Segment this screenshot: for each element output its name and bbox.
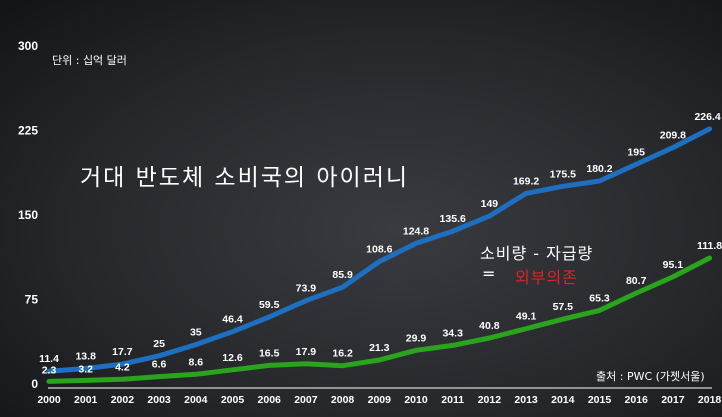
self-supply-data-label: 12.6 bbox=[222, 352, 243, 364]
x-tick-label: 2006 bbox=[258, 394, 282, 406]
x-tick-label: 2009 bbox=[368, 394, 392, 406]
y-axis-ticks: 0 75 150 225 300 bbox=[18, 39, 38, 391]
y-tick-label: 75 bbox=[25, 293, 39, 307]
y-tick-label: 150 bbox=[18, 208, 38, 222]
x-tick-label: 2010 bbox=[404, 394, 428, 406]
x-tick-label: 2000 bbox=[37, 394, 61, 406]
self-supply-data-label: 17.9 bbox=[296, 346, 317, 358]
x-tick-label: 2011 bbox=[441, 394, 464, 406]
consumption-data-label: 25 bbox=[153, 338, 165, 350]
consumption-data-label: 209.8 bbox=[660, 130, 686, 142]
self-supply-data-label: 65.3 bbox=[589, 292, 610, 304]
consumption-data-label: 180.2 bbox=[586, 163, 612, 175]
consumption-data-label: 124.8 bbox=[403, 225, 429, 237]
x-tick-label: 2007 bbox=[294, 394, 318, 406]
self-supply-data-label: 29.9 bbox=[406, 332, 427, 344]
x-tick-label: 2015 bbox=[588, 394, 612, 406]
x-tick-label: 2018 bbox=[698, 394, 722, 406]
self-supply-data-label: 21.3 bbox=[369, 342, 390, 354]
self-supply-data-label: 4.2 bbox=[115, 361, 130, 373]
self-supply-data-label: 49.1 bbox=[516, 311, 537, 323]
source-credit: 출처 : PWC (가젯서울) bbox=[596, 370, 705, 383]
self-supply-data-label: 16.5 bbox=[259, 347, 280, 359]
x-tick-label: 2013 bbox=[514, 394, 538, 406]
consumption-data-label: 169.2 bbox=[513, 175, 539, 187]
x-tick-label: 2002 bbox=[111, 394, 135, 406]
self-supply-data-label: 34.3 bbox=[442, 327, 463, 339]
consumption-data-label: 17.7 bbox=[112, 346, 133, 358]
consumption-data-label: 108.6 bbox=[366, 244, 392, 256]
self-supply-series-line bbox=[46, 255, 713, 384]
self-supply-data-label: 40.8 bbox=[479, 320, 500, 332]
consumption-data-label: 46.4 bbox=[222, 314, 243, 326]
self-supply-data-label: 8.6 bbox=[188, 356, 203, 368]
consumption-data-label: 11.4 bbox=[39, 353, 59, 365]
self-supply-data-label: 3.2 bbox=[78, 363, 93, 375]
consumption-data-label: 149 bbox=[481, 198, 499, 210]
self-supply-data-label: 80.7 bbox=[626, 275, 647, 287]
formula-line-1: 소비량 - 자급량 bbox=[480, 244, 594, 263]
y-tick-label: 300 bbox=[18, 39, 38, 53]
x-tick-label: 2017 bbox=[661, 394, 685, 406]
formula-equals: = bbox=[482, 264, 496, 283]
consumption-data-label: 226.4 bbox=[694, 111, 720, 123]
data-labels: 11.4 13.8 17.7 25 35 46.4 59.5 73.9 85.9 108.6 124… bbox=[39, 111, 722, 376]
unit-label: 단위 : 십억 달러 bbox=[52, 54, 127, 67]
consumption-data-label: 59.5 bbox=[259, 299, 280, 311]
self-supply-data-label: 2.3 bbox=[42, 364, 57, 376]
self-supply-data-label: 57.5 bbox=[553, 301, 574, 313]
self-supply-data-label: 111.8 bbox=[697, 240, 722, 252]
formula-line-2: 외부의존 bbox=[515, 268, 578, 287]
consumption-data-label: 85.9 bbox=[332, 269, 353, 281]
x-axis-ticks: 2000 2001 2002 2003 2004 2005 2006 2007 2008 2009… bbox=[37, 394, 721, 406]
x-tick-label: 2003 bbox=[147, 394, 171, 406]
self-supply-data-label: 95.1 bbox=[663, 259, 684, 271]
x-tick-label: 2008 bbox=[331, 394, 355, 406]
x-tick-label: 2004 bbox=[184, 394, 208, 406]
consumption-data-label: 35 bbox=[190, 327, 202, 339]
self-supply-data-label: 16.2 bbox=[332, 348, 353, 360]
x-tick-label: 2016 bbox=[625, 394, 649, 406]
consumption-data-label: 175.5 bbox=[550, 168, 576, 180]
headline-text: 거대 반도체 소비국의 아이러니 bbox=[80, 165, 410, 191]
x-tick-label: 2014 bbox=[551, 394, 575, 406]
x-tick-label: 2001 bbox=[74, 394, 98, 406]
consumption-data-label: 135.6 bbox=[440, 213, 466, 225]
y-tick-label: 225 bbox=[18, 124, 38, 138]
consumption-series-line bbox=[46, 126, 713, 374]
series-lines bbox=[46, 126, 713, 384]
x-tick-label: 2005 bbox=[221, 394, 245, 406]
consumption-data-label: 195 bbox=[627, 146, 645, 158]
consumption-data-label: 13.8 bbox=[75, 350, 96, 362]
x-tick-label: 2012 bbox=[478, 394, 502, 406]
consumption-data-label: 73.9 bbox=[296, 283, 317, 295]
self-supply-data-label: 6.6 bbox=[152, 359, 167, 371]
y-tick-label: 0 bbox=[31, 377, 38, 391]
